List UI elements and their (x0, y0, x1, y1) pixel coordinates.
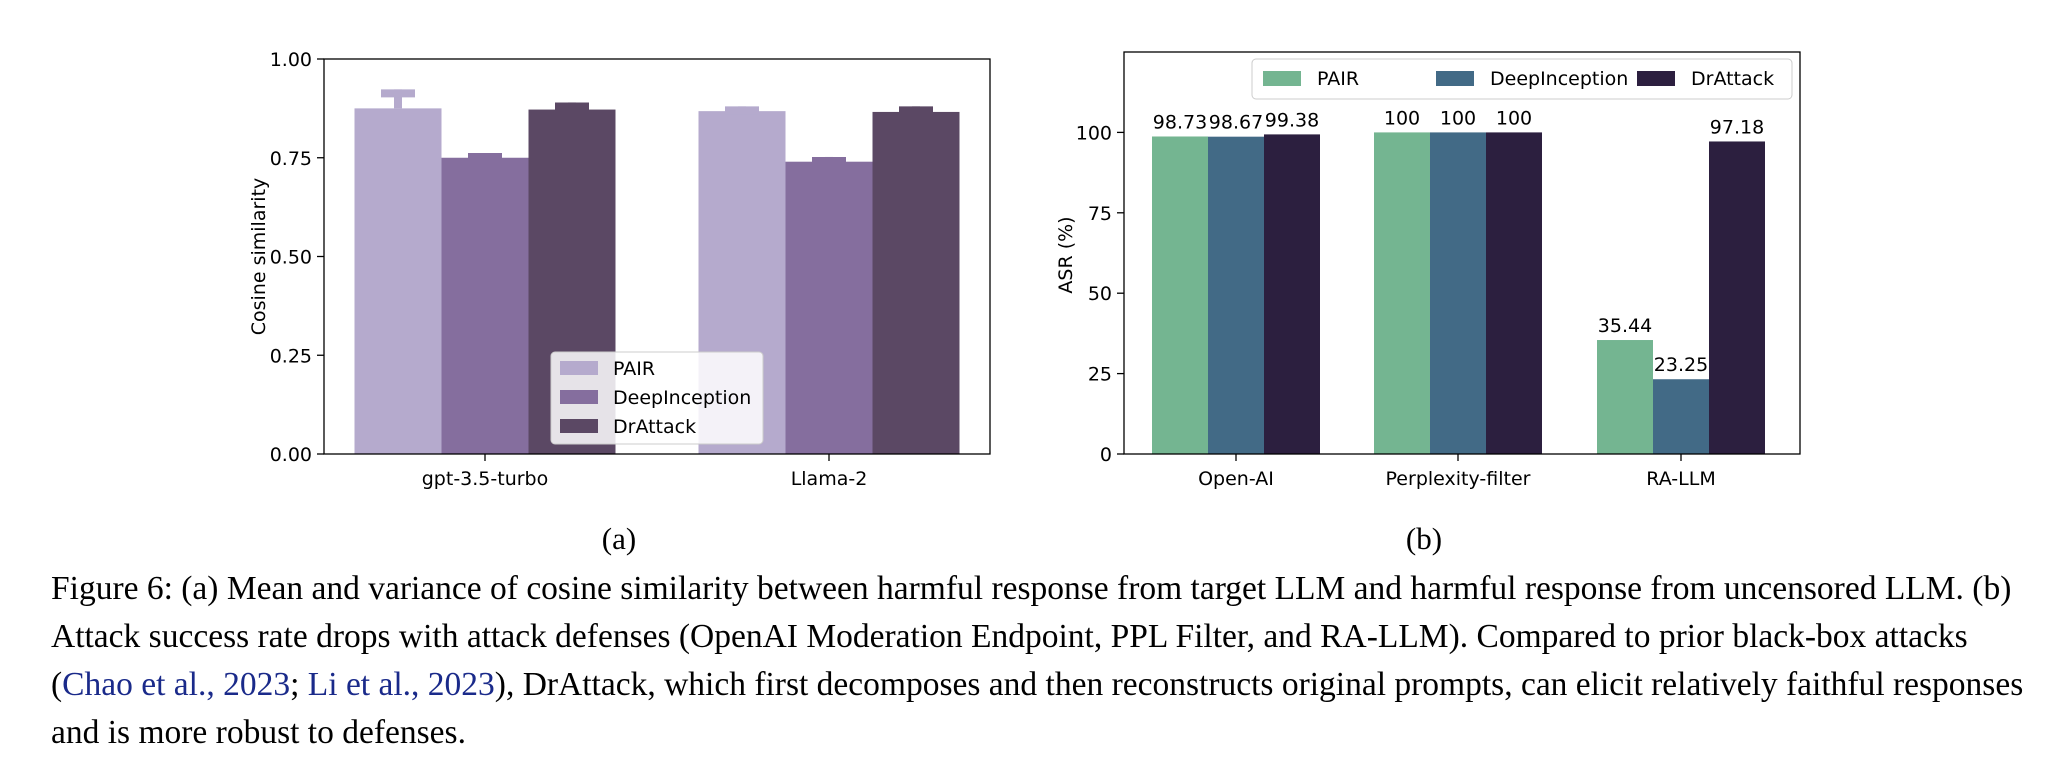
legend-swatch-deepinception (1436, 71, 1474, 86)
caption-separator: ; (290, 666, 308, 703)
caption-text-2: ), DrAttack, which first decomposes and … (51, 666, 2024, 751)
data-label-drattack-ra-llm: 97.18 (1710, 116, 1764, 138)
xtick-label-b: Perplexity-filter (1386, 468, 1531, 490)
data-label-pair-open-ai: 98.73 (1153, 111, 1207, 133)
data-label-pair-ra-llm: 35.44 (1598, 315, 1652, 337)
xtick-label-a: Llama-2 (791, 468, 868, 490)
figure-canvas: 0.00 0.25 0.50 0.75 1.00 gpt-3.5-turbo Llama-2… (248, 49, 1801, 556)
legend-box-a (550, 351, 764, 445)
chart-b: 98.73 100 35.44 98.67 100 23.25 99.38 100 97.18 0… (1055, 51, 1801, 490)
ytick-label-a: 0.50 (270, 247, 312, 269)
bar-drattack-llama-2 (872, 111, 960, 455)
data-label-drattack-perplexity-filter: 100 (1496, 107, 1532, 129)
data-label-deepinception-open-ai: 98.67 (1209, 112, 1263, 134)
bar-drattack-perplexity-filter (1486, 132, 1542, 454)
bar-deepinception-perplexity-filter (1430, 132, 1486, 454)
ytick-label-a: 1.00 (270, 49, 312, 71)
ytick-label-b: 75 (1088, 203, 1112, 225)
bar-deepinception-llama-2 (785, 161, 873, 454)
axes-frame-b (1123, 51, 1801, 455)
legend-label-pair: PAIR (1317, 68, 1359, 90)
chart-a: 0.00 0.25 0.50 0.75 1.00 gpt-3.5-turbo Llama-2… (248, 49, 991, 490)
legend-label-deepinception: DeepInception (613, 387, 751, 409)
citation-chao[interactable]: Chao et al., 2023 (62, 666, 291, 703)
legend-label-drattack: DrAttack (1691, 68, 1774, 90)
bar-deepinception-gpt-3-5-turbo (441, 157, 529, 454)
bar-drattack-ra-llm (1709, 141, 1765, 454)
xtick-label-a: gpt-3.5-turbo (422, 468, 549, 490)
ytick-label-a: 0.00 (270, 444, 312, 466)
legend-label-drattack: DrAttack (613, 416, 696, 438)
bar-deepinception-ra-llm (1653, 379, 1709, 454)
data-label-deepinception-ra-llm: 23.25 (1654, 354, 1708, 376)
panel-label-b: (b) (1406, 521, 1442, 556)
legend-label-pair: PAIR (613, 358, 655, 380)
caption-text-1: Figure 6: (a) Mean and variance of cosin… (51, 570, 2012, 703)
ytick-label-a: 0.75 (270, 148, 312, 170)
data-label-pair-perplexity-filter: 100 (1384, 107, 1420, 129)
ytick-label-b: 100 (1076, 122, 1112, 144)
legend-label-deepinception: DeepInception (1490, 68, 1628, 90)
bar-pair-ra-llm (1597, 340, 1653, 454)
bar-pair-open-ai (1152, 136, 1208, 454)
ytick-label-b: 50 (1088, 283, 1112, 305)
ytick-label-b: 25 (1088, 364, 1112, 386)
xtick-label-b: Open-AI (1198, 468, 1274, 490)
legend-swatch-pair (1263, 71, 1301, 86)
figure-caption: Figure 6: (a) Mean and variance of cosin… (51, 565, 2026, 757)
legend-swatch-pair (560, 361, 598, 375)
citation-li[interactable]: Li et al., 2023 (307, 666, 495, 703)
xtick-label-b: RA-LLM (1646, 468, 1715, 490)
panel-label-a: (a) (602, 521, 636, 556)
ytick-label-a: 0.25 (270, 345, 312, 367)
legend-swatch-drattack (1637, 71, 1675, 86)
bar-deepinception-open-ai (1208, 136, 1264, 454)
bar-pair-perplexity-filter (1374, 132, 1430, 454)
y-axis-label-a: Cosine similarity (248, 178, 270, 336)
y-axis-label-b: ASR (%) (1055, 216, 1077, 293)
legend-swatch-deepinception (560, 390, 598, 404)
legend-swatch-drattack (560, 419, 598, 433)
legend-b: PAIR DeepInception DrAttack (1251, 58, 1793, 100)
data-label-deepinception-perplexity-filter: 100 (1440, 107, 1476, 129)
legend-a: PAIR DeepInception DrAttack (550, 351, 764, 445)
bar-drattack-open-ai (1264, 134, 1320, 454)
bar-pair-gpt-3-5-turbo (354, 108, 442, 454)
legend-box-b (1251, 58, 1793, 100)
ytick-label-b: 0 (1100, 444, 1112, 466)
data-label-drattack-open-ai: 99.38 (1265, 109, 1319, 131)
